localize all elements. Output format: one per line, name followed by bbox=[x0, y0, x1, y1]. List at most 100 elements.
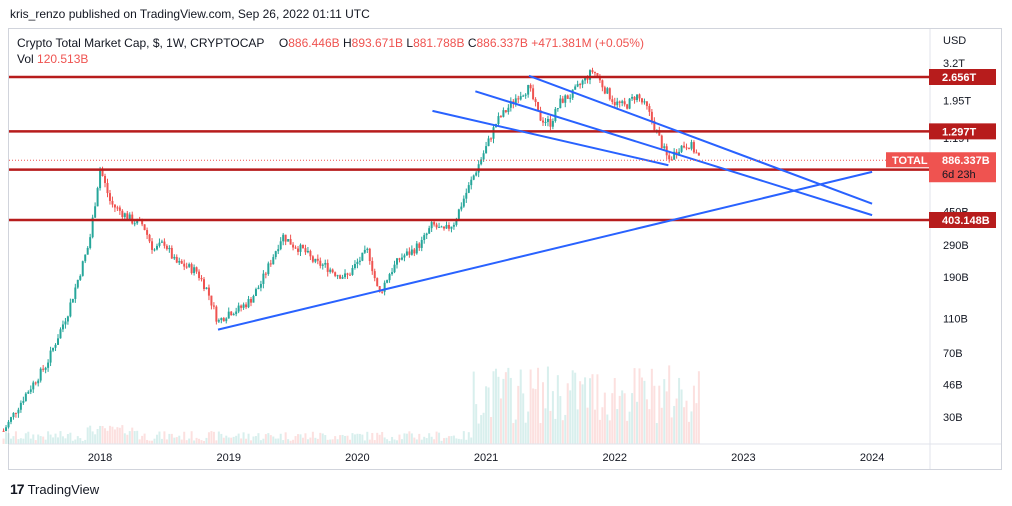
y-tick-label: 3.2T bbox=[943, 58, 965, 70]
candle-body bbox=[143, 224, 146, 231]
volume-bar bbox=[242, 432, 245, 444]
symbol-tag bbox=[886, 152, 929, 168]
volume-bar bbox=[116, 427, 119, 444]
candle-body bbox=[141, 219, 144, 225]
candle-body bbox=[272, 257, 275, 265]
volume-bar bbox=[692, 385, 695, 444]
candle-body bbox=[106, 183, 109, 194]
candle-body bbox=[470, 179, 473, 186]
volume-bar bbox=[37, 434, 40, 444]
volume-bar bbox=[643, 380, 646, 444]
volume-bar bbox=[188, 438, 191, 444]
volume-bar bbox=[267, 433, 270, 444]
candle-body bbox=[195, 267, 198, 272]
low-value: 881.788B bbox=[413, 36, 465, 50]
candle-body bbox=[628, 98, 631, 109]
volume-bar bbox=[34, 440, 37, 444]
candle-body bbox=[89, 237, 92, 248]
volume-bar bbox=[346, 435, 349, 444]
candle-body bbox=[685, 147, 688, 149]
volume-bar bbox=[358, 433, 361, 444]
volume-bar bbox=[111, 426, 114, 444]
volume-bar bbox=[178, 435, 181, 444]
volume-bar bbox=[344, 435, 347, 444]
x-tick-label: 2024 bbox=[860, 452, 884, 464]
volume-bar bbox=[655, 423, 658, 444]
candle-body bbox=[160, 241, 163, 243]
candle-body bbox=[418, 243, 421, 248]
candle-body bbox=[381, 291, 384, 293]
volume-bar bbox=[440, 440, 443, 444]
candle-body bbox=[413, 249, 416, 254]
candle-body bbox=[623, 101, 626, 105]
candle-body bbox=[650, 111, 653, 121]
candle-body bbox=[113, 204, 116, 208]
candle-body bbox=[245, 304, 248, 308]
volume-bar bbox=[19, 438, 22, 444]
candle-body bbox=[123, 213, 126, 217]
volume-bar bbox=[668, 365, 671, 444]
candle-body bbox=[423, 235, 426, 240]
volume-bar bbox=[9, 438, 12, 444]
volume-bar bbox=[438, 432, 441, 444]
volume-bar bbox=[477, 423, 480, 444]
candle-body bbox=[237, 305, 240, 312]
volume-bar bbox=[371, 432, 374, 444]
volume-bar bbox=[59, 431, 62, 444]
volume-bar bbox=[586, 407, 589, 444]
volume-bar bbox=[311, 431, 314, 444]
candle-body bbox=[462, 198, 465, 207]
volume-bar bbox=[509, 377, 512, 444]
volume-bar bbox=[22, 438, 25, 444]
volume-bar bbox=[84, 439, 87, 444]
chart-frame[interactable] bbox=[8, 28, 1002, 470]
candle-body bbox=[569, 97, 572, 99]
volume-bar bbox=[539, 423, 542, 444]
volume-bar bbox=[240, 438, 243, 444]
volume-bar bbox=[494, 368, 497, 444]
change-value: +471.381M (+0.05%) bbox=[531, 36, 644, 50]
volume-bar bbox=[113, 429, 116, 444]
volume-bar bbox=[351, 433, 354, 444]
candle-body bbox=[398, 258, 401, 260]
candle-body bbox=[613, 101, 616, 106]
close-value: 886.337B bbox=[476, 36, 528, 50]
publisher-line: kris_renzo published on TradingView.com,… bbox=[10, 7, 370, 21]
tradingview-footer[interactable]: 17 TradingView bbox=[10, 481, 99, 497]
price-axis: USD3.2T1.95T1.19T450B290B190B110B70B46B3… bbox=[943, 35, 971, 424]
volume-bar bbox=[121, 425, 124, 444]
candle-body bbox=[69, 302, 72, 317]
candle-body bbox=[457, 209, 460, 219]
candle-body bbox=[663, 146, 666, 148]
candle-body bbox=[638, 94, 641, 99]
candle-body bbox=[358, 260, 361, 262]
candle-body bbox=[267, 263, 270, 275]
volume-bar bbox=[683, 407, 686, 444]
level-price-label: 403.148B bbox=[942, 215, 990, 227]
candle-body bbox=[175, 256, 178, 263]
candle-body bbox=[108, 193, 111, 201]
candle-body bbox=[643, 101, 646, 103]
candle-body bbox=[200, 278, 203, 280]
current-price-tag bbox=[929, 152, 996, 183]
volume-bar bbox=[581, 384, 584, 444]
volume-bar bbox=[96, 428, 99, 444]
candle-body bbox=[339, 275, 342, 279]
candle-body bbox=[259, 283, 262, 288]
volume-bar bbox=[106, 430, 109, 444]
candle-body bbox=[168, 247, 171, 250]
candle-body bbox=[27, 391, 30, 394]
volume-bar bbox=[237, 433, 240, 444]
volume-bar bbox=[12, 436, 15, 444]
candle-body bbox=[363, 249, 366, 253]
x-tick-label: 2020 bbox=[345, 452, 369, 464]
volume-bar bbox=[621, 390, 624, 444]
candle-body bbox=[284, 234, 287, 242]
volume-bar bbox=[66, 434, 69, 444]
level-price-tag bbox=[929, 212, 996, 228]
candle-body bbox=[522, 95, 525, 97]
candle-body bbox=[532, 88, 535, 100]
volume-bar bbox=[212, 431, 215, 444]
candle-body bbox=[121, 210, 124, 217]
